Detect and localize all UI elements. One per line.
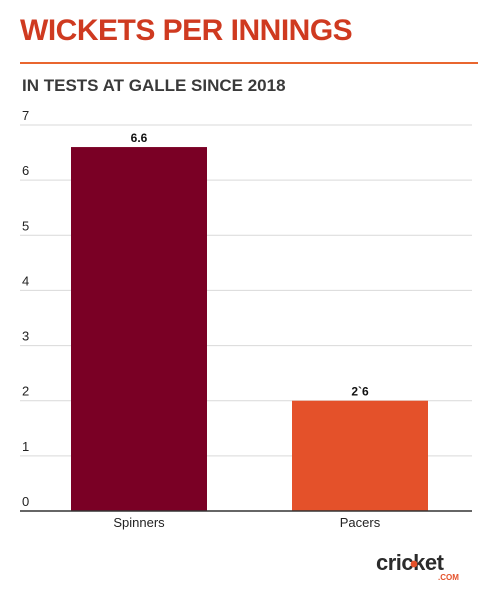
x-category-label: Pacers [340,515,381,530]
cricket-com-logo: cricket .COM [376,550,472,582]
title-divider [20,62,478,64]
chart-subtitle: IN TESTS AT GALLE SINCE 2018 [22,76,286,95]
y-tick-label: 6 [22,163,29,178]
logo-wordmark: cricket [376,550,445,575]
data-label: 2`6 [351,385,369,399]
logo-dot-icon [410,560,418,568]
y-tick-label: 4 [22,273,29,288]
logo-mark: cricket .COM [376,550,459,582]
y-tick-label: 0 [22,494,29,509]
chart-title: WICKETS PER INNINGS [20,14,353,47]
bar-spinners [71,147,207,512]
y-tick-label: 3 [22,329,29,344]
bars [71,147,428,512]
x-category-label: Spinners [113,515,165,530]
y-tick-label: 2 [22,384,29,399]
data-label: 6.6 [131,131,148,145]
labels: 0 1 2 3 4 5 6 7 6.6 Spinners 2`6 Pacers [22,108,381,530]
y-tick-label: 5 [22,218,29,233]
logo-suffix: .COM [438,573,459,582]
bar-pacers [292,400,428,511]
y-tick-label: 7 [22,108,29,123]
y-tick-label: 1 [22,439,29,454]
